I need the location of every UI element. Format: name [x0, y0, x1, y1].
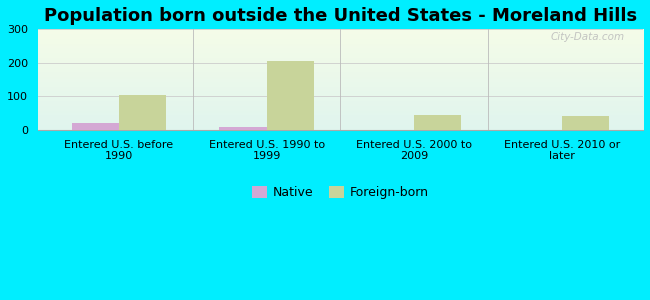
Bar: [562, 116, 609, 130]
Bar: [219, 127, 266, 130]
Legend: Native, Foreign-born: Native, Foreign-born: [247, 182, 434, 204]
Bar: [72, 123, 119, 130]
Bar: [119, 95, 166, 130]
Bar: [414, 115, 462, 130]
Title: Population born outside the United States - Moreland Hills: Population born outside the United State…: [44, 7, 637, 25]
Bar: [266, 61, 314, 130]
Text: City-Data.com: City-Data.com: [551, 32, 625, 42]
